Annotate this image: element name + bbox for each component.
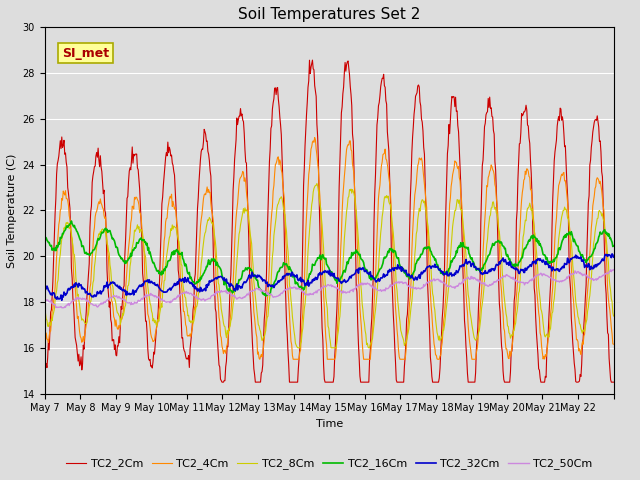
TC2_8Cm [41, 310, 49, 315]
Line: TC2_4Cm: TC2_4Cm [45, 138, 614, 359]
TC2_8Cm [108, 277, 115, 283]
TC2_16Cm [41, 231, 49, 237]
TC2_50Cm [388, 283, 396, 288]
TC2_2Cm [218, 379, 226, 385]
TC2_2Cm [262, 272, 270, 277]
TC2_2Cm [108, 320, 115, 326]
TC2_50Cm [213, 290, 221, 296]
TC2_50Cm [108, 295, 116, 300]
Y-axis label: Soil Temperature (C): Soil Temperature (C) [7, 153, 17, 268]
TC2_2Cm [390, 312, 397, 317]
TC2_8Cm [610, 313, 618, 319]
Legend: TC2_2Cm, TC2_4Cm, TC2_8Cm, TC2_16Cm, TC2_32Cm, TC2_50Cm: TC2_2Cm, TC2_4Cm, TC2_8Cm, TC2_16Cm, TC2… [61, 454, 596, 474]
TC2_50Cm [262, 289, 270, 295]
TC2_4Cm [610, 341, 618, 347]
TC2_4Cm [212, 277, 220, 283]
Line: TC2_50Cm: TC2_50Cm [45, 270, 614, 308]
TC2_16Cm [68, 218, 76, 224]
X-axis label: Time: Time [316, 419, 343, 429]
TC2_4Cm [241, 179, 248, 184]
TC2_8Cm [313, 180, 321, 186]
TC2_2Cm [212, 309, 220, 315]
TC2_16Cm [610, 243, 618, 249]
TC2_32Cm [213, 276, 221, 282]
TC2_16Cm [262, 293, 269, 299]
TC2_4Cm [421, 188, 429, 194]
TC2_16Cm [264, 292, 271, 298]
TC2_8Cm [262, 328, 269, 334]
TC2_8Cm [390, 230, 397, 236]
TC2_16Cm [421, 244, 429, 250]
TC2_16Cm [390, 250, 397, 255]
Title: Soil Temperatures Set 2: Soil Temperatures Set 2 [238, 7, 420, 22]
TC2_32Cm [241, 279, 249, 285]
Line: TC2_32Cm: TC2_32Cm [45, 254, 614, 300]
TC2_8Cm [241, 210, 248, 216]
TC2_32Cm [108, 279, 116, 285]
TC2_50Cm [58, 305, 66, 311]
TC2_32Cm [420, 269, 428, 275]
TC2_50Cm [610, 267, 618, 273]
TC2_50Cm [41, 297, 49, 303]
TC2_4Cm [262, 311, 270, 317]
TC2_2Cm [610, 379, 618, 385]
TC2_2Cm [241, 147, 249, 153]
TC2_50Cm [420, 283, 428, 289]
TC2_32Cm [608, 251, 616, 257]
TC2_8Cm [294, 345, 302, 351]
TC2_32Cm [262, 280, 270, 286]
TC2_2Cm [421, 181, 429, 187]
TC2_32Cm [610, 254, 618, 260]
Text: SI_met: SI_met [62, 47, 109, 60]
TC2_8Cm [421, 203, 429, 209]
TC2_4Cm [108, 298, 115, 303]
TC2_16Cm [213, 259, 221, 265]
TC2_2Cm [308, 57, 316, 63]
TC2_32Cm [388, 265, 396, 271]
TC2_16Cm [241, 267, 249, 273]
TC2_50Cm [241, 294, 249, 300]
TC2_8Cm [212, 246, 220, 252]
TC2_4Cm [41, 338, 49, 344]
TC2_32Cm [41, 287, 49, 292]
Line: TC2_16Cm: TC2_16Cm [45, 221, 614, 296]
TC2_4Cm [256, 356, 264, 362]
TC2_4Cm [311, 135, 319, 141]
TC2_16Cm [108, 236, 116, 242]
TC2_4Cm [390, 254, 397, 260]
TC2_32Cm [58, 298, 66, 303]
Line: TC2_8Cm: TC2_8Cm [45, 183, 614, 348]
TC2_2Cm [41, 371, 49, 376]
Line: TC2_2Cm: TC2_2Cm [45, 60, 614, 382]
